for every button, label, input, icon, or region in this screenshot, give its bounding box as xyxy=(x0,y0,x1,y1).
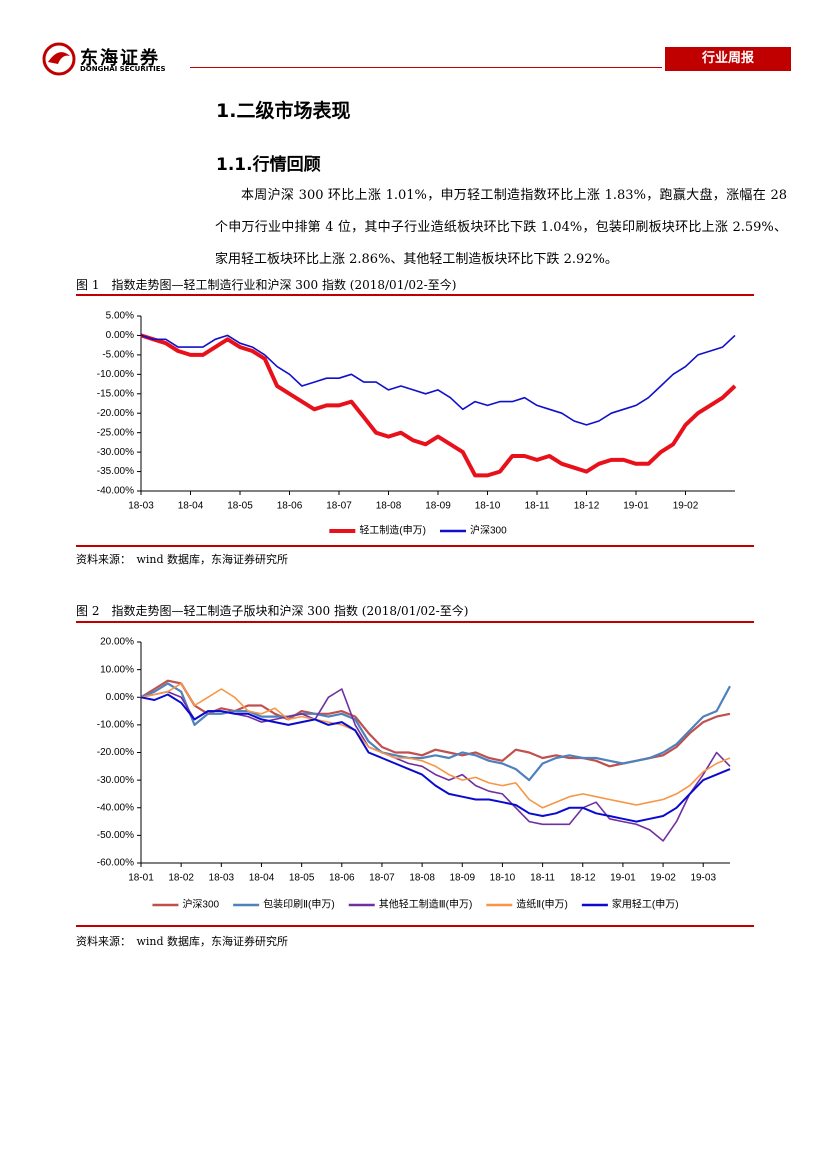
legend-label: 包装印刷Ⅱ(申万) xyxy=(263,898,335,911)
x-tick-label: 19-01 xyxy=(623,501,649,512)
series-line xyxy=(140,334,736,426)
figure-caption: 图 2 指数走势图—轻工制造子版块和沪深 300 指数 (2018/01/02-… xyxy=(76,604,469,618)
figure-source: 资料来源： wind 数据库，东海证券研究所 xyxy=(76,553,289,566)
x-tick-label: 18-12 xyxy=(570,873,596,884)
x-tick-label: 18-06 xyxy=(277,501,303,512)
legend-label: 轻工制造(申万) xyxy=(359,524,426,537)
x-tick-label: 18-07 xyxy=(326,501,352,512)
x-tick-label: 18-09 xyxy=(425,501,451,512)
y-tick-label: -15.00% xyxy=(97,388,134,399)
y-tick-label: -30.00% xyxy=(97,775,134,786)
heading: 1.二级市场表现 xyxy=(216,100,351,122)
x-tick-label: 18-01 xyxy=(128,873,154,884)
y-tick-label: -35.00% xyxy=(97,466,134,477)
x-tick-label: 18-02 xyxy=(168,873,194,884)
y-tick-label: -50.00% xyxy=(97,830,134,841)
x-tick-label: 18-05 xyxy=(227,501,253,512)
brand: 东海证券 xyxy=(80,48,160,69)
legend-label: 沪深300 xyxy=(182,898,219,911)
x-tick-label: 18-03 xyxy=(128,501,154,512)
y-tick-label: -30.00% xyxy=(97,447,134,458)
x-tick-label: 18-08 xyxy=(376,501,402,512)
legend-label: 造纸Ⅱ(申万) xyxy=(516,898,568,911)
header-tag: 行业周报 xyxy=(665,47,791,71)
y-tick-label: -25.00% xyxy=(97,427,134,438)
figure-rule xyxy=(76,621,754,623)
y-tick-label: -60.00% xyxy=(97,858,134,869)
x-tick-label: 18-03 xyxy=(209,873,235,884)
paragraph: 本周沪深 300 环比上涨 1.01%，申万轻工制造指数环比上涨 1.83%，跑… xyxy=(215,188,787,267)
legend-label: 家用轻工(申万) xyxy=(612,898,679,911)
legend-label: 其他轻工制造Ⅲ(申万) xyxy=(379,898,473,911)
y-tick-label: 5.00% xyxy=(106,311,134,322)
x-tick-label: 18-11 xyxy=(525,501,550,512)
x-tick-label: 18-06 xyxy=(329,873,355,884)
x-tick-label: 18-04 xyxy=(178,501,204,512)
figure-source: 资料来源： wind 数据库，东海证券研究所 xyxy=(76,935,289,948)
y-tick-label: -20.00% xyxy=(97,747,134,758)
x-tick-label: 19-03 xyxy=(690,873,716,884)
y-tick-label: -5.00% xyxy=(102,350,134,361)
y-tick-label: -40.00% xyxy=(97,486,134,497)
figure-rule xyxy=(76,294,754,296)
series-line xyxy=(140,333,737,478)
x-tick-label: 19-01 xyxy=(610,873,636,884)
x-tick-label: 19-02 xyxy=(673,501,699,512)
legend-label: 沪深300 xyxy=(470,524,507,537)
x-tick-label: 18-10 xyxy=(475,501,501,512)
series-line xyxy=(140,693,731,823)
y-tick-label: -10.00% xyxy=(97,720,134,731)
x-tick-label: 18-04 xyxy=(249,873,275,884)
figure-rule xyxy=(76,925,754,927)
y-tick-label: 20.00% xyxy=(100,637,134,648)
y-tick-label: -40.00% xyxy=(97,802,134,813)
subheading: 1.1.行情回顾 xyxy=(216,155,321,175)
x-tick-label: 18-07 xyxy=(369,873,395,884)
y-tick-label: 0.00% xyxy=(106,692,134,703)
x-tick-label: 18-08 xyxy=(409,873,435,884)
brand-en: DONGHAI SECURITIES xyxy=(80,65,166,73)
x-tick-label: 18-11 xyxy=(530,873,555,884)
series-line xyxy=(140,682,731,809)
y-tick-label: 10.00% xyxy=(100,664,134,675)
x-tick-label: 18-09 xyxy=(449,873,475,884)
logo xyxy=(42,42,76,76)
figure-rule xyxy=(76,545,754,547)
x-tick-label: 18-10 xyxy=(490,873,516,884)
series-line xyxy=(140,682,731,782)
x-tick-label: 18-12 xyxy=(574,501,600,512)
x-tick-label: 18-05 xyxy=(289,873,315,884)
x-tick-label: 19-02 xyxy=(650,873,676,884)
y-tick-label: -10.00% xyxy=(97,369,134,380)
y-tick-label: -20.00% xyxy=(97,408,134,419)
y-tick-label: 0.00% xyxy=(106,330,134,341)
figure-caption: 图 1 指数走势图—轻工制造行业和沪深 300 指数 (2018/01/02-至… xyxy=(76,278,457,292)
header-rule xyxy=(190,67,662,68)
